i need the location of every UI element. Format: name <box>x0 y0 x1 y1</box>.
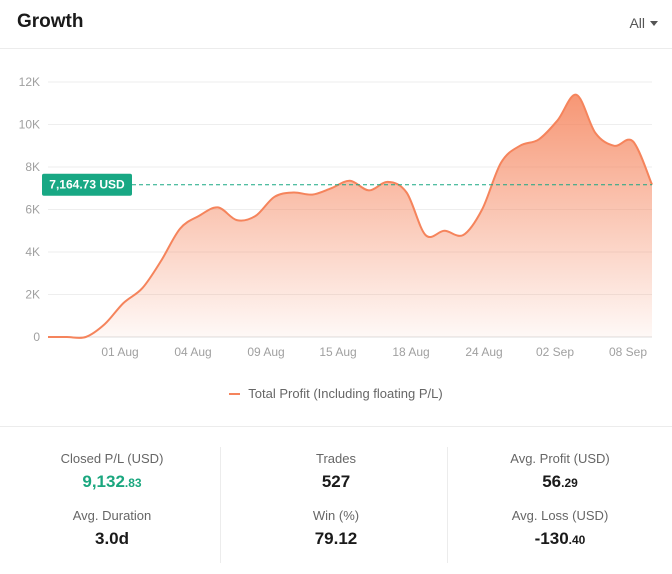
y-tick-label: 0 <box>33 330 40 344</box>
legend-line-icon <box>229 392 241 395</box>
x-tick-label: 15 Aug <box>319 345 356 359</box>
stat-value-dec: .83 <box>124 476 142 490</box>
stat-value: 56.29 <box>448 472 672 492</box>
stat-value: -130.40 <box>448 529 672 549</box>
x-tick-label: 02 Sep <box>536 345 574 359</box>
stat-label: Avg. Duration <box>72 508 152 523</box>
chart-legend[interactable]: Total Profit (Including floating P/L) <box>0 386 672 401</box>
stat-closed-pl: Closed P/L (USD) 9,132.83 <box>0 451 224 492</box>
stat-avg-loss: Avg. Loss (USD) -130.40 <box>448 508 672 549</box>
y-tick-label: 12K <box>19 75 40 89</box>
current-value-badge <box>42 173 132 196</box>
y-tick-label: 4K <box>25 245 40 259</box>
stat-label: Avg. Profit (USD) <box>510 451 610 466</box>
stat-avg-profit: Avg. Profit (USD) 56.29 <box>448 451 672 492</box>
series-area <box>48 94 652 338</box>
x-tick-label: 09 Aug <box>247 345 284 359</box>
stat-label: Avg. Loss (USD) <box>511 508 609 523</box>
stats-column-right: Avg. Profit (USD) 56.29 Avg. Loss (USD) … <box>448 447 672 565</box>
stat-value-dec: .29 <box>561 476 578 490</box>
y-tick-label: 10K <box>19 118 40 132</box>
current-value-label: 7,164.73 USD <box>49 178 125 192</box>
stat-value: 527 <box>321 472 351 491</box>
stat-win: Win (%) 79.12 <box>224 508 448 549</box>
x-tick-label: 01 Aug <box>101 345 138 359</box>
stat-value-dec: .40 <box>568 533 586 547</box>
period-filter-label: All <box>629 15 645 31</box>
stats-separator <box>220 447 221 563</box>
x-tick-label: 24 Aug <box>465 345 502 359</box>
growth-chart: 0 2K 4K 6K 8K 10K 12K 01 Aug 04 Aug 09 Aug 15 Aug 1… <box>19 75 653 359</box>
stats-column-middle: Trades 527 Win (%) 79.12 <box>224 447 448 565</box>
legend-series-label: Total Profit (Including floating P/L) <box>248 386 443 401</box>
stat-value-int: 56 <box>542 472 562 491</box>
y-tick-label: 2K <box>25 288 40 302</box>
stat-trades: Trades 527 <box>224 451 448 492</box>
x-tick-label: 08 Sep <box>609 345 647 359</box>
stat-label: Trades <box>316 451 356 466</box>
stat-value: 3.0d <box>94 529 130 548</box>
x-tick-label: 18 Aug <box>392 345 429 359</box>
stat-label: Closed P/L (USD) <box>60 451 164 466</box>
divider <box>0 426 672 427</box>
stats-separator <box>447 447 448 563</box>
stats-column-left: Closed P/L (USD) 9,132.83 Avg. Duration … <box>0 447 224 565</box>
stat-value-int: 9,132 <box>82 472 125 491</box>
stat-label: Win (%) <box>312 508 360 523</box>
caret-down-icon <box>650 21 658 26</box>
y-tick-label: 6K <box>25 203 40 217</box>
y-tick-label: 8K <box>25 160 40 174</box>
stat-value-int: -130 <box>534 529 569 548</box>
stat-value: 9,132.83 <box>0 472 224 492</box>
stat-value: 79.12 <box>314 529 358 548</box>
series-line <box>48 93 653 339</box>
period-filter-dropdown[interactable]: All <box>629 15 658 31</box>
page-title: Growth <box>17 11 84 32</box>
stats-panel: Closed P/L (USD) 9,132.83 Avg. Duration … <box>0 427 672 574</box>
header: Growth All <box>0 0 672 49</box>
stat-avg-duration: Avg. Duration 3.0d <box>0 508 224 549</box>
x-tick-label: 04 Aug <box>174 345 211 359</box>
